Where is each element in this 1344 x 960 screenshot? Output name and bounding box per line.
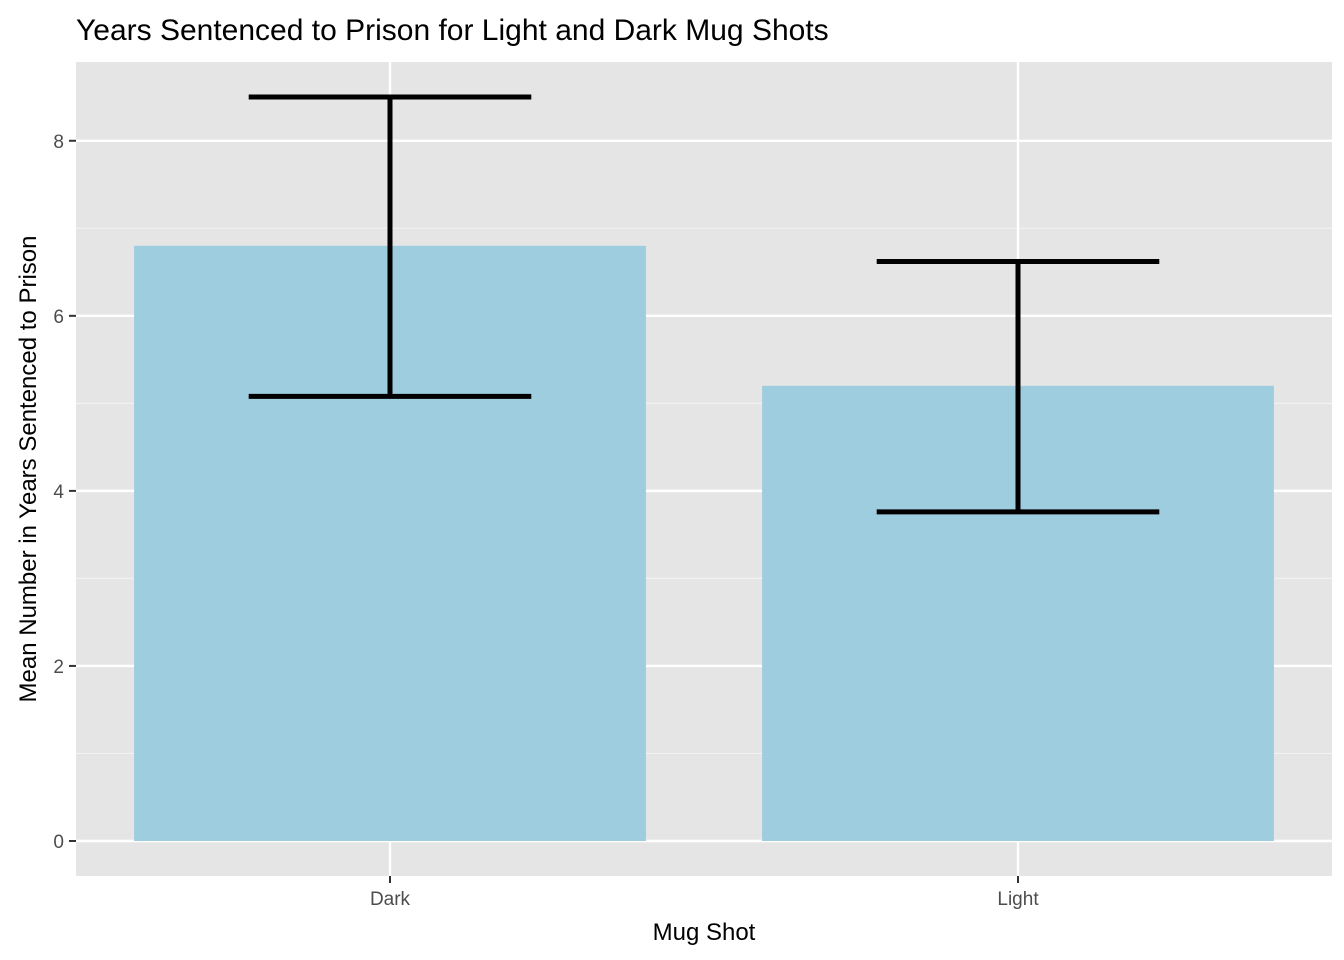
error-bars [248, 94, 1160, 515]
y-axis-title: Mean Number in Years Sentenced to Prison [15, 236, 42, 703]
x-tick-label: Dark [370, 889, 411, 910]
x-axis-title: Mug Shot [653, 919, 756, 946]
y-tick-label: 6 [53, 307, 64, 328]
y-tick-label: 0 [53, 832, 64, 853]
error-bar-dark [248, 94, 532, 399]
x-tick-label: Light [997, 889, 1039, 910]
y-tick-label: 2 [53, 657, 64, 678]
y-tick-label: 8 [53, 132, 64, 153]
x-axis: Dark Light [370, 876, 1039, 910]
y-axis: 0 2 4 6 8 [53, 132, 76, 853]
error-bar-light [876, 259, 1160, 515]
chart-title: Years Sentenced to Prison for Light and … [76, 14, 829, 47]
y-tick-label: 4 [53, 482, 64, 503]
